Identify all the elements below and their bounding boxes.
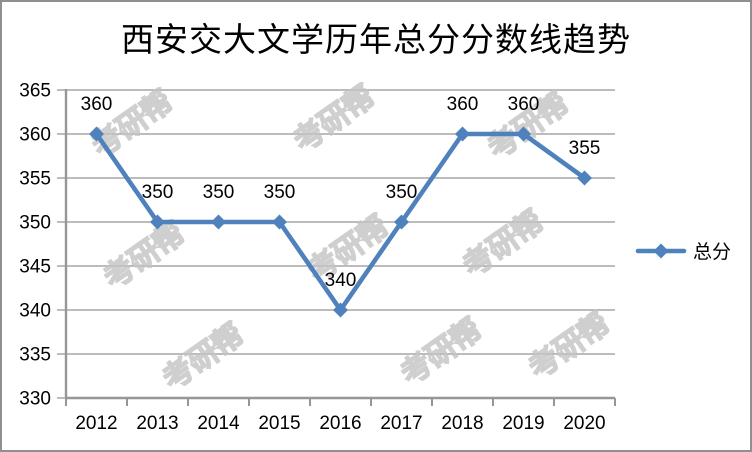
y-axis-label: 350 (19, 213, 51, 234)
data-label: 360 (447, 94, 479, 115)
x-axis-label: 2019 (502, 413, 544, 434)
y-axis-label: 355 (19, 169, 51, 190)
x-axis-label: 2012 (75, 413, 117, 434)
watermark-text: 考研帮 (288, 80, 381, 159)
watermark-text: 考研帮 (395, 313, 488, 392)
data-point-marker (455, 126, 470, 142)
chart-title: 西安交大文学历年总分分数线趋势 (121, 21, 631, 58)
y-axis-label: 330 (19, 389, 51, 410)
legend-series-marker-icon (635, 243, 687, 258)
watermark-text: 考研帮 (523, 307, 616, 386)
x-axis-label: 2015 (258, 413, 300, 434)
axis-layer: 330 335 340 345 350 355 360 365 2012 2013 2014 2015… (19, 81, 616, 434)
data-point-marker (150, 214, 165, 230)
data-label: 360 (508, 94, 540, 115)
data-label: 360 (81, 94, 113, 115)
data-label: 340 (325, 270, 357, 291)
data-point-marker (333, 302, 348, 318)
data-point-marker (272, 214, 287, 230)
watermark-text: 考研帮 (157, 318, 250, 397)
x-axis-label: 2020 (563, 413, 605, 434)
x-axis-label: 2016 (319, 413, 361, 434)
data-label: 350 (142, 182, 174, 203)
legend-diamond-icon (653, 243, 669, 258)
legend-label: 总分 (693, 242, 732, 263)
y-axis-label: 340 (19, 301, 51, 322)
data-point-marker (211, 214, 226, 230)
data-point-marker (89, 126, 104, 142)
legend: 总分 (635, 237, 731, 264)
data-point-marker (394, 214, 409, 230)
y-axis-label: 335 (19, 345, 51, 366)
data-label: 355 (569, 138, 601, 159)
data-label: 350 (386, 182, 418, 203)
y-axis-label: 360 (19, 125, 51, 146)
data-label: 350 (203, 182, 235, 203)
y-axis-label: 365 (19, 81, 51, 102)
x-axis-label: 2014 (197, 413, 240, 434)
y-axis-label: 345 (19, 257, 51, 278)
data-point-marker (577, 170, 592, 186)
watermark-text: 考研帮 (457, 205, 550, 284)
watermark-text: 考研帮 (98, 217, 191, 296)
x-axis-label: 2013 (136, 413, 178, 434)
x-axis-label: 2017 (380, 413, 422, 434)
data-label: 350 (264, 182, 296, 203)
x-axis-label: 2018 (441, 413, 483, 434)
data-point-marker (516, 126, 531, 142)
